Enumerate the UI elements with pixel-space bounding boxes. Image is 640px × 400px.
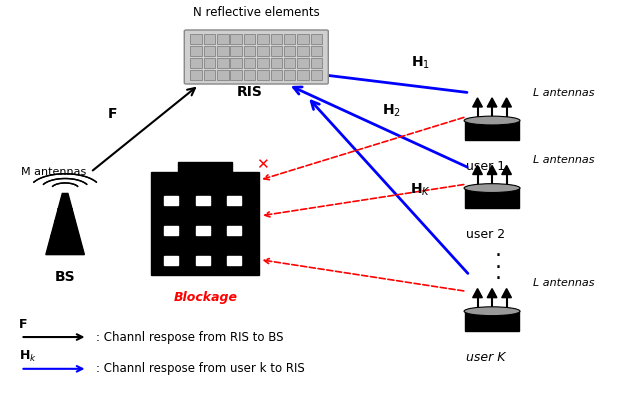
Bar	[311, 58, 322, 68]
Polygon shape	[227, 256, 241, 265]
Bar	[244, 46, 255, 56]
Bar	[298, 34, 309, 44]
Polygon shape	[164, 256, 178, 265]
Polygon shape	[465, 311, 518, 331]
Polygon shape	[473, 98, 483, 107]
Polygon shape	[502, 288, 511, 298]
Bar	[244, 70, 255, 80]
Polygon shape	[487, 166, 497, 174]
Ellipse shape	[464, 116, 520, 125]
Polygon shape	[227, 196, 241, 205]
Text: $\mathbf{H}_K$: $\mathbf{H}_K$	[410, 182, 431, 198]
Bar	[284, 70, 296, 80]
Bar	[244, 58, 255, 68]
Bar	[190, 70, 202, 80]
Polygon shape	[473, 166, 483, 174]
Text: N reflective elements: N reflective elements	[193, 6, 319, 19]
Polygon shape	[473, 288, 483, 298]
Polygon shape	[487, 98, 497, 107]
Bar	[217, 34, 228, 44]
Bar	[230, 58, 242, 68]
Polygon shape	[502, 98, 511, 107]
Text: BS: BS	[55, 270, 76, 284]
Text: $\mathbf{H}_2$: $\mathbf{H}_2$	[382, 102, 401, 118]
Text: L antennas: L antennas	[534, 88, 595, 98]
Bar	[271, 70, 282, 80]
Text: F: F	[19, 318, 28, 331]
Text: : Channl respose from RIS to BS: : Channl respose from RIS to BS	[96, 330, 283, 344]
Bar	[190, 46, 202, 56]
Bar	[230, 34, 242, 44]
Text: ✕: ✕	[256, 157, 269, 172]
Polygon shape	[196, 256, 210, 265]
Bar	[230, 46, 242, 56]
Polygon shape	[196, 196, 210, 205]
Bar	[257, 58, 269, 68]
Text: $\mathbf{H}_1$: $\mathbf{H}_1$	[411, 54, 430, 71]
Text: .: .	[495, 240, 502, 260]
Polygon shape	[487, 288, 497, 298]
Text: $\mathbf{H}_k$: $\mathbf{H}_k$	[19, 348, 37, 364]
Bar	[271, 46, 282, 56]
Bar	[311, 70, 322, 80]
Bar	[298, 46, 309, 56]
FancyBboxPatch shape	[184, 30, 328, 84]
Polygon shape	[151, 172, 259, 276]
Ellipse shape	[464, 307, 520, 316]
Polygon shape	[227, 226, 241, 235]
Bar	[284, 34, 296, 44]
Polygon shape	[46, 194, 84, 255]
Bar	[284, 58, 296, 68]
Bar	[204, 34, 215, 44]
Text: L antennas: L antennas	[534, 278, 595, 288]
Bar	[311, 34, 322, 44]
Polygon shape	[196, 226, 210, 235]
Text: .: .	[495, 264, 502, 284]
Text: M antennas: M antennas	[20, 167, 86, 177]
Polygon shape	[178, 162, 232, 172]
Polygon shape	[502, 166, 511, 174]
Bar	[257, 34, 269, 44]
Bar	[271, 58, 282, 68]
Bar	[271, 34, 282, 44]
Polygon shape	[465, 188, 518, 208]
Bar	[298, 70, 309, 80]
Bar	[204, 70, 215, 80]
Text: Blockage: Blockage	[173, 291, 237, 304]
Bar	[217, 58, 228, 68]
Bar	[284, 46, 296, 56]
Bar	[230, 70, 242, 80]
Bar	[217, 46, 228, 56]
Polygon shape	[164, 196, 178, 205]
Bar	[257, 46, 269, 56]
Text: : Channl respose from user k to RIS: : Channl respose from user k to RIS	[96, 362, 305, 375]
Text: user 1: user 1	[466, 160, 505, 173]
Bar	[190, 58, 202, 68]
Text: RIS: RIS	[237, 85, 263, 99]
Ellipse shape	[464, 184, 520, 192]
Text: L antennas: L antennas	[534, 155, 595, 165]
Bar	[311, 46, 322, 56]
Bar	[257, 70, 269, 80]
Polygon shape	[465, 120, 518, 140]
Text: user K: user K	[466, 351, 506, 364]
Bar	[204, 46, 215, 56]
Bar	[217, 70, 228, 80]
Text: .: .	[495, 252, 502, 272]
Text: F: F	[108, 106, 118, 120]
Bar	[204, 58, 215, 68]
Bar	[190, 34, 202, 44]
Text: user 2: user 2	[466, 228, 505, 241]
Bar	[244, 34, 255, 44]
Bar	[298, 58, 309, 68]
Polygon shape	[164, 226, 178, 235]
